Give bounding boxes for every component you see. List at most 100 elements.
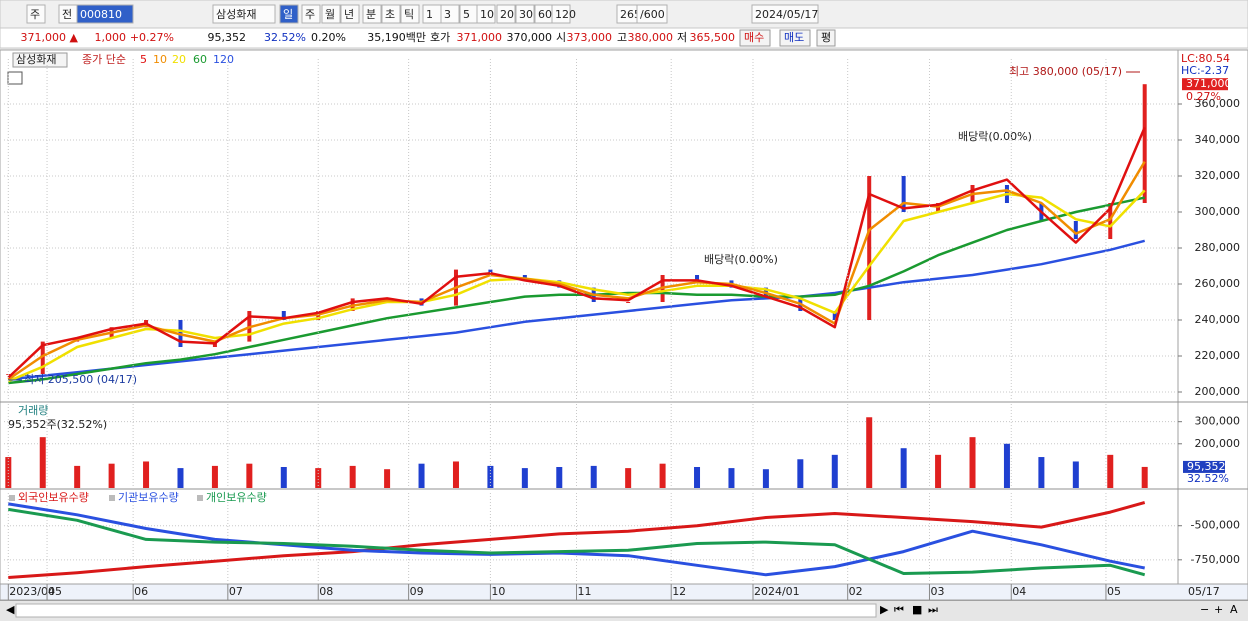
info-value: 370,000 bbox=[507, 31, 553, 44]
info-value[interactable]: 매수 bbox=[744, 31, 764, 44]
volume-bar bbox=[866, 417, 873, 488]
toolbar-button[interactable] bbox=[496, 4, 516, 24]
toolbar-label[interactable]: 265 bbox=[620, 8, 641, 21]
volume-bar bbox=[625, 468, 632, 488]
legend-entry[interactable]: 외국인보유수량 bbox=[18, 491, 89, 504]
legend-entry[interactable]: 20 bbox=[172, 53, 186, 66]
x-tick-label: 03 bbox=[930, 585, 944, 598]
info-value[interactable]: 매도 bbox=[784, 31, 804, 44]
y-tick-label: 200,000 bbox=[1195, 385, 1241, 398]
y-tick-label: -500,000 bbox=[1191, 519, 1240, 532]
info-value: 371,000 ▲ bbox=[21, 31, 79, 44]
toolbar-label[interactable]: 삼성화재 bbox=[216, 8, 256, 21]
candle bbox=[281, 311, 286, 320]
scroll-track[interactable] bbox=[15, 603, 877, 618]
first-button[interactable]: ⏮ bbox=[894, 603, 904, 616]
toolbar-button[interactable] bbox=[212, 4, 276, 24]
toolbar-button[interactable] bbox=[515, 4, 535, 24]
volume-bar bbox=[969, 437, 976, 488]
candle bbox=[1108, 203, 1113, 239]
legend-entry[interactable]: 개인보유수량 bbox=[206, 491, 267, 504]
last-price-box bbox=[1182, 78, 1228, 91]
volume-bar bbox=[1038, 457, 1045, 488]
info-value: 1,000 bbox=[95, 31, 127, 44]
y-tick-label: 200,000 bbox=[1195, 437, 1241, 450]
toolbar-label[interactable]: 5 bbox=[463, 8, 470, 21]
info-value: 저 bbox=[677, 31, 687, 44]
toolbar-button[interactable] bbox=[400, 4, 420, 24]
toolbar-label[interactable]: 일 bbox=[283, 7, 293, 21]
scroll-right[interactable]: ▶ bbox=[880, 603, 889, 616]
toolbar-label[interactable]: 20 bbox=[500, 8, 514, 21]
toolbar-button[interactable] bbox=[751, 4, 819, 24]
scroll-left[interactable]: ◀ bbox=[6, 603, 15, 616]
candle bbox=[1142, 84, 1147, 203]
zoom-out[interactable]: − bbox=[1200, 603, 1209, 616]
y-tick-label: 240,000 bbox=[1195, 313, 1241, 326]
legend-entry[interactable]: 5 bbox=[140, 53, 147, 66]
last-button[interactable]: ⏭ bbox=[928, 603, 938, 616]
volume-bar bbox=[728, 468, 735, 488]
x-tick-label: 06 bbox=[134, 585, 148, 598]
toolbar-button[interactable] bbox=[551, 4, 571, 24]
volume-bar bbox=[762, 469, 769, 488]
toolbar-button[interactable] bbox=[340, 4, 360, 24]
toolbar-label[interactable]: 년 bbox=[344, 8, 354, 21]
series-line bbox=[8, 501, 1146, 579]
toolbar-label[interactable]: /600 bbox=[640, 8, 665, 21]
toolbar-button[interactable] bbox=[476, 4, 496, 24]
volume-bar bbox=[246, 463, 253, 488]
volume-bar bbox=[1107, 454, 1114, 488]
order-button[interactable] bbox=[779, 29, 811, 47]
toolbar-label[interactable]: 전 bbox=[62, 8, 72, 21]
y-tick-label: 280,000 bbox=[1195, 241, 1241, 254]
toolbar-button[interactable] bbox=[279, 4, 299, 24]
toolbar-label[interactable]: 30 bbox=[519, 8, 533, 21]
toolbar-label[interactable]: 초 bbox=[385, 8, 395, 21]
legend-entry[interactable]: 60 bbox=[193, 53, 207, 66]
x-axis-bar bbox=[0, 583, 1248, 601]
toolbar-label[interactable]: 120 bbox=[555, 8, 576, 21]
info-value[interactable]: 평 bbox=[821, 31, 831, 44]
toolbar-label[interactable]: 분 bbox=[366, 8, 376, 21]
stop-button[interactable]: ■ bbox=[912, 603, 922, 616]
volume-bar bbox=[108, 463, 115, 488]
info-value: 0.20% bbox=[311, 31, 346, 44]
annotation: 최고 380,000 (05/17) bbox=[1009, 65, 1122, 78]
toolbar-button[interactable] bbox=[362, 4, 382, 24]
volume-bar bbox=[521, 468, 528, 488]
toolbar-button[interactable] bbox=[440, 4, 460, 24]
legend-box bbox=[12, 52, 68, 68]
toolbar-button[interactable] bbox=[301, 4, 321, 24]
volume-bar bbox=[349, 465, 356, 488]
legend-swatch bbox=[9, 495, 15, 501]
legend-entry[interactable]: 기관보유수량 bbox=[118, 491, 179, 504]
toolbar-label[interactable]: 3 bbox=[444, 8, 451, 21]
toolbar-label[interactable]: 000810 bbox=[80, 8, 122, 21]
toolbar-label[interactable]: 주 bbox=[30, 8, 40, 21]
legend-entry[interactable]: 120 bbox=[213, 53, 234, 66]
order-button[interactable] bbox=[816, 29, 836, 47]
toolbar-label[interactable]: 틱 bbox=[404, 8, 414, 21]
volume-bar bbox=[935, 454, 942, 488]
volume-bar bbox=[797, 459, 804, 488]
toolbar-button[interactable] bbox=[26, 4, 46, 24]
toolbar-label[interactable]: 1 bbox=[426, 8, 433, 21]
legend-entry[interactable]: 10 bbox=[153, 53, 167, 66]
table-icon[interactable] bbox=[7, 71, 23, 85]
toolbar-button[interactable] bbox=[321, 4, 341, 24]
order-button[interactable] bbox=[739, 29, 771, 47]
toolbar-label[interactable]: 주 bbox=[305, 8, 315, 21]
toolbar-button[interactable] bbox=[636, 4, 668, 24]
toolbar-label[interactable]: 60 bbox=[538, 8, 552, 21]
toolbar-button[interactable] bbox=[76, 4, 134, 24]
zoom-in[interactable]: + bbox=[1214, 603, 1223, 616]
toolbar-label[interactable]: 2024/05/17 bbox=[755, 8, 818, 21]
toolbar-button[interactable] bbox=[381, 4, 401, 24]
font-button[interactable]: A bbox=[1230, 603, 1238, 616]
toolbar-label[interactable]: 월 bbox=[325, 8, 335, 21]
panel-title: 거래량 bbox=[18, 404, 48, 417]
x-tick-label: 12 bbox=[672, 585, 686, 598]
toolbar-label[interactable]: 10 bbox=[480, 8, 494, 21]
x-tick-label: 2024/01 bbox=[754, 585, 800, 598]
